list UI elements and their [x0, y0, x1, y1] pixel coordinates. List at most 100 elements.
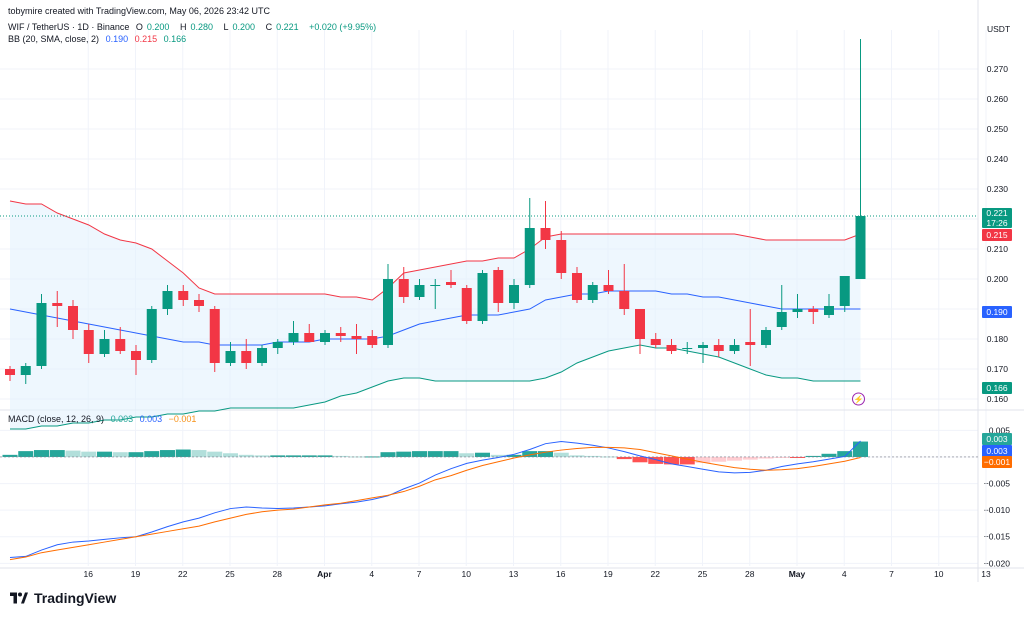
candle-body [367, 336, 378, 345]
candle-body [839, 276, 850, 306]
macd-histogram-bar [112, 452, 128, 457]
macd-histogram-bar [679, 456, 695, 465]
candle-body [272, 342, 283, 348]
candle-body [808, 309, 819, 312]
candle-body [509, 285, 519, 303]
time-tick-label: 28 [273, 569, 283, 579]
macd-histogram-bar [207, 451, 223, 457]
candle-body [241, 351, 252, 363]
macd-line [9, 440, 861, 558]
macd-tick-label: −0.005 [984, 479, 1011, 489]
macd-histogram-bar [569, 455, 585, 457]
macd-histogram-bar [632, 456, 648, 463]
high-value: H 0.280 [180, 22, 217, 32]
macd-histogram-bar [2, 454, 18, 457]
macd-histogram-bar [616, 456, 632, 460]
macd-histogram-bar [853, 441, 868, 457]
bb-lower-value: 0.166 [163, 34, 187, 44]
macd-histogram-bar [301, 455, 317, 457]
macd-histogram-bar [34, 450, 49, 457]
bb-upper-line [9, 200, 861, 301]
time-tick-label: 7 [889, 569, 894, 579]
low-number: 0.200 [232, 22, 256, 32]
bb-basis-tag: 0.190 [982, 306, 1012, 318]
macd-histogram-bar [191, 450, 207, 457]
price-tick-label: 0.160 [987, 394, 1009, 404]
close-label: C [265, 22, 273, 32]
candle-body [792, 309, 803, 312]
time-tick-label: 16 [84, 569, 94, 579]
candle-body [745, 342, 756, 345]
time-tick-label: 10 [934, 569, 944, 579]
candle-body [729, 345, 740, 351]
time-tick-label: 13 [509, 569, 519, 579]
candle-body [556, 240, 567, 273]
macd-histogram-bar [49, 450, 65, 457]
symbol-legend[interactable]: WIF / TetherUS · 1D · Binance O 0.200 H 0.… [8, 22, 380, 32]
macd-histogram-bar [128, 452, 144, 457]
macd-histogram-bar [522, 451, 538, 457]
macd-histogram-bar [223, 453, 238, 457]
price-tick-label: 0.260 [987, 94, 1009, 104]
bb-legend[interactable]: BB (20, SMA, close, 2) 0.190 0.215 0.166 [8, 34, 190, 44]
macd-tick-label: −0.015 [984, 532, 1011, 542]
macd-signal-line [9, 446, 861, 561]
macd-histogram-bar [270, 455, 286, 457]
price-tick-label: 0.200 [987, 274, 1009, 284]
price-tick-label: 0.270 [987, 64, 1009, 74]
candle-body [524, 228, 535, 285]
credit-line: tobymire created with TradingView.com, M… [8, 6, 274, 16]
candle-body [131, 351, 141, 360]
macd-histogram-bar [790, 456, 805, 458]
candle-body [477, 273, 488, 321]
candle-body [320, 333, 330, 342]
macd-histogram-bar [475, 452, 490, 457]
high-label: H [179, 22, 187, 32]
tradingview-brand[interactable]: TradingView [8, 590, 116, 606]
time-tick-label: 13 [981, 569, 991, 579]
candle-body [493, 270, 504, 303]
candle-body [83, 330, 94, 354]
time-tick-label: May [789, 569, 806, 579]
candle-body [257, 348, 267, 363]
candle-body [304, 333, 315, 342]
candle-body [288, 333, 299, 342]
time-tick-label: 19 [131, 569, 141, 579]
macd-histogram-bar [585, 455, 601, 457]
candle-body [619, 291, 630, 309]
macd-histogram-bar [443, 451, 459, 457]
price-tick-label: 0.170 [987, 364, 1009, 374]
brand-name: TradingView [34, 590, 117, 606]
bb-label[interactable]: BB (20, SMA, close, 2) [8, 34, 100, 44]
time-tick-label: 25 [225, 569, 235, 579]
macd-legend[interactable]: MACD (close, 12, 26, 9) 0.003 0.003 −0.0… [8, 414, 200, 424]
macd-label[interactable]: MACD (close, 12, 26, 9) [8, 414, 105, 424]
candle-body [225, 351, 236, 363]
candle-body [603, 285, 614, 291]
candle-body [52, 303, 63, 306]
candle-body [162, 291, 173, 309]
low-value: L 0.200 [224, 22, 260, 32]
candle-body [414, 285, 425, 297]
macd-histogram-bar [238, 454, 254, 457]
candle-body [776, 312, 787, 327]
macd-histogram-bar [97, 451, 112, 457]
macd-histogram-bar [396, 451, 412, 457]
macd-histogram-bar [380, 452, 396, 457]
time-tick-label: 16 [556, 569, 566, 579]
bb-basis-value: 0.190 [105, 34, 129, 44]
macd-tick-label: −0.020 [984, 558, 1011, 568]
macd-histogram-bar [758, 456, 774, 459]
symbol-name[interactable]: WIF / TetherUS · 1D · Binance [8, 22, 130, 32]
macd-tag: 0.003 [982, 445, 1012, 457]
macd-histogram-bar [286, 455, 301, 457]
candle-body [540, 228, 551, 240]
time-tick-label: 22 [651, 569, 661, 579]
macd-histogram-bar [175, 449, 191, 457]
macd-value: 0.003 [139, 414, 163, 424]
close-number: 0.221 [276, 22, 299, 32]
macd-histogram-bar [81, 451, 97, 457]
bb-band-fill [10, 201, 861, 429]
candle-body [713, 345, 724, 351]
